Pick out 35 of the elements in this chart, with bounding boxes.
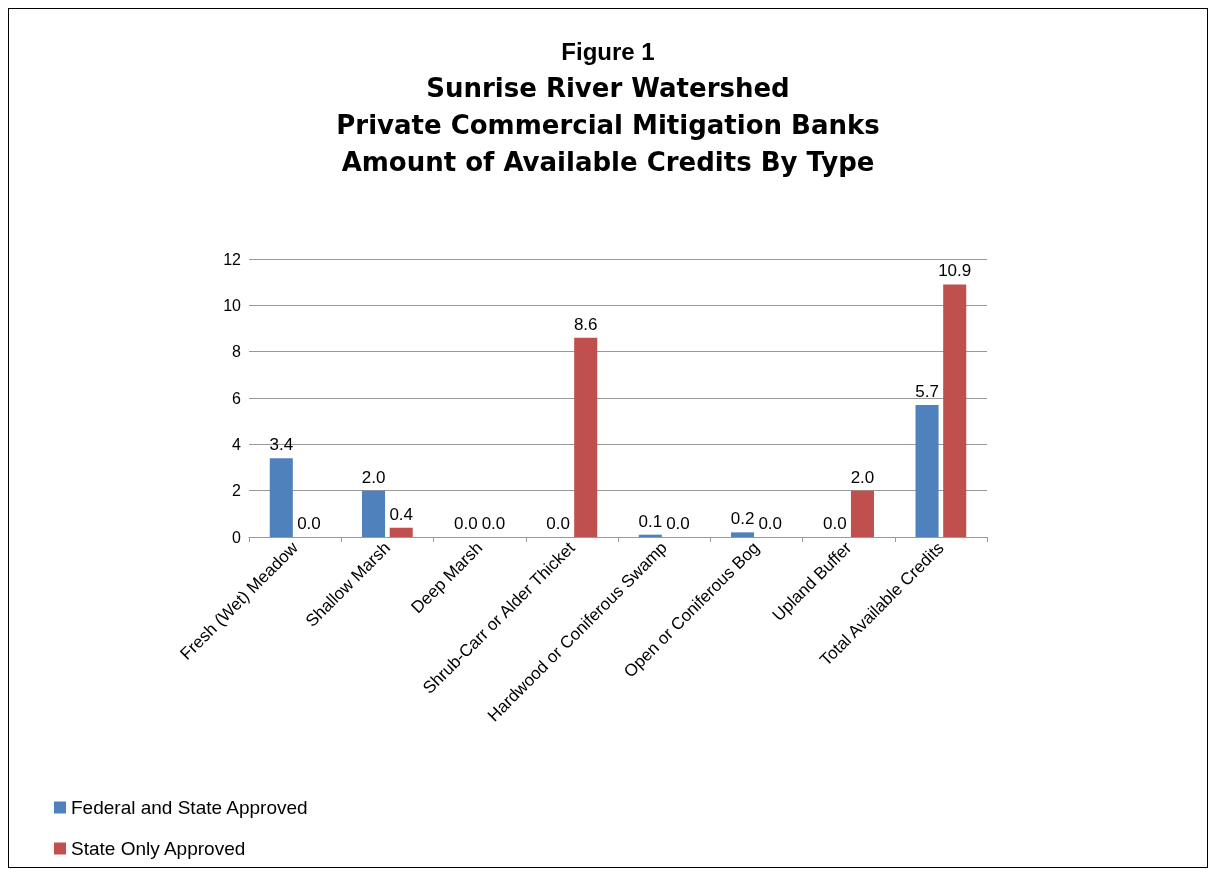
chart-subtitle: Sunrise River Watershed Private Commercial Mitigation Banks Amount of Available Credits By Type <box>336 72 880 177</box>
data-label: 0.0 <box>822 514 847 533</box>
data-label: 0.0 <box>758 514 783 533</box>
data-label: 0.0 <box>666 514 690 533</box>
data-label: 3.4 <box>269 435 294 455</box>
y-tick-label: 0 <box>232 528 242 546</box>
data-label: 2.0 <box>850 467 875 487</box>
data-label: 0.0 <box>297 514 321 533</box>
bar <box>943 284 967 537</box>
y-tick-label: 2 <box>232 482 242 500</box>
chart-title: Figure 1 <box>561 37 655 65</box>
y-tick-label: 8 <box>232 343 242 361</box>
bar <box>731 532 755 537</box>
y-tick-label: 4 <box>232 435 242 453</box>
y-tick-label: 6 <box>232 389 242 407</box>
legend-label: Federal and State Approved <box>71 797 308 818</box>
data-label: 0.1 <box>638 511 663 531</box>
bar <box>915 404 939 537</box>
bar <box>389 527 413 537</box>
data-label: 8.6 <box>573 314 598 334</box>
data-label: 2.0 <box>361 467 386 487</box>
data-label: 0.0 <box>481 514 506 533</box>
bar <box>850 490 874 537</box>
data-label: 0.0 <box>453 514 478 533</box>
y-tick-label: 10 <box>223 296 242 314</box>
data-label: 5.7 <box>915 381 939 401</box>
y-tick-label: 12 <box>223 250 242 268</box>
legend-label: State Only Approved <box>71 838 246 859</box>
bar <box>362 490 386 537</box>
data-label: 0.2 <box>730 509 755 529</box>
bar <box>574 337 598 537</box>
data-label: 10.9 <box>938 261 972 281</box>
bar <box>269 458 293 537</box>
data-label: 0.4 <box>389 504 414 524</box>
data-label: 0.0 <box>546 514 570 533</box>
